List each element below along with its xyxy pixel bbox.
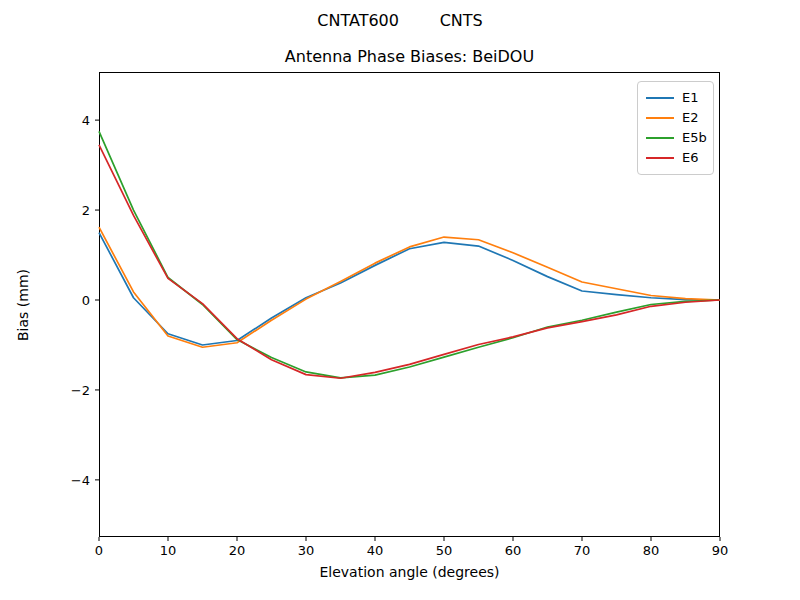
legend-swatch-E5b [646, 137, 674, 139]
legend-item-E5b: E5b [646, 128, 705, 148]
y-tick-label: −2 [71, 382, 90, 397]
x-tick-label: 40 [367, 543, 384, 558]
legend-label-E1: E1 [682, 88, 699, 108]
legend-item-E1: E1 [646, 88, 705, 108]
x-tick-label: 30 [298, 543, 315, 558]
legend-label-E2: E2 [682, 108, 699, 128]
legend-swatch-E6 [646, 157, 674, 159]
y-tick-label: 0 [82, 293, 90, 308]
series-line-E2 [99, 227, 720, 347]
legend-item-E6: E6 [646, 148, 705, 168]
x-tick-label: 20 [229, 543, 246, 558]
x-axis-label: Elevation angle (degrees) [99, 564, 720, 580]
x-tick-label: 0 [95, 543, 103, 558]
legend: E1E2E5bE6 [637, 81, 714, 175]
legend-label-E5b: E5b [682, 128, 707, 148]
x-tick-label: 10 [160, 543, 177, 558]
x-tick-label: 80 [643, 543, 660, 558]
figure: CNTAT600 CNTS Antenna Phase Biases: BeiD… [0, 0, 800, 600]
y-tick-label: −4 [71, 472, 90, 487]
x-tick-label: 70 [574, 543, 591, 558]
legend-swatch-E2 [646, 117, 674, 119]
y-tick-label: 2 [82, 203, 90, 218]
legend-swatch-E1 [646, 97, 674, 99]
x-tick-label: 50 [436, 543, 453, 558]
legend-label-E6: E6 [682, 148, 699, 168]
y-axis-label: Bias (mm) [15, 225, 31, 385]
y-tick-label: 4 [82, 113, 90, 128]
legend-item-E2: E2 [646, 108, 705, 128]
x-tick-label: 90 [712, 543, 729, 558]
x-tick-label: 60 [505, 543, 522, 558]
series-line-E1 [99, 233, 720, 345]
